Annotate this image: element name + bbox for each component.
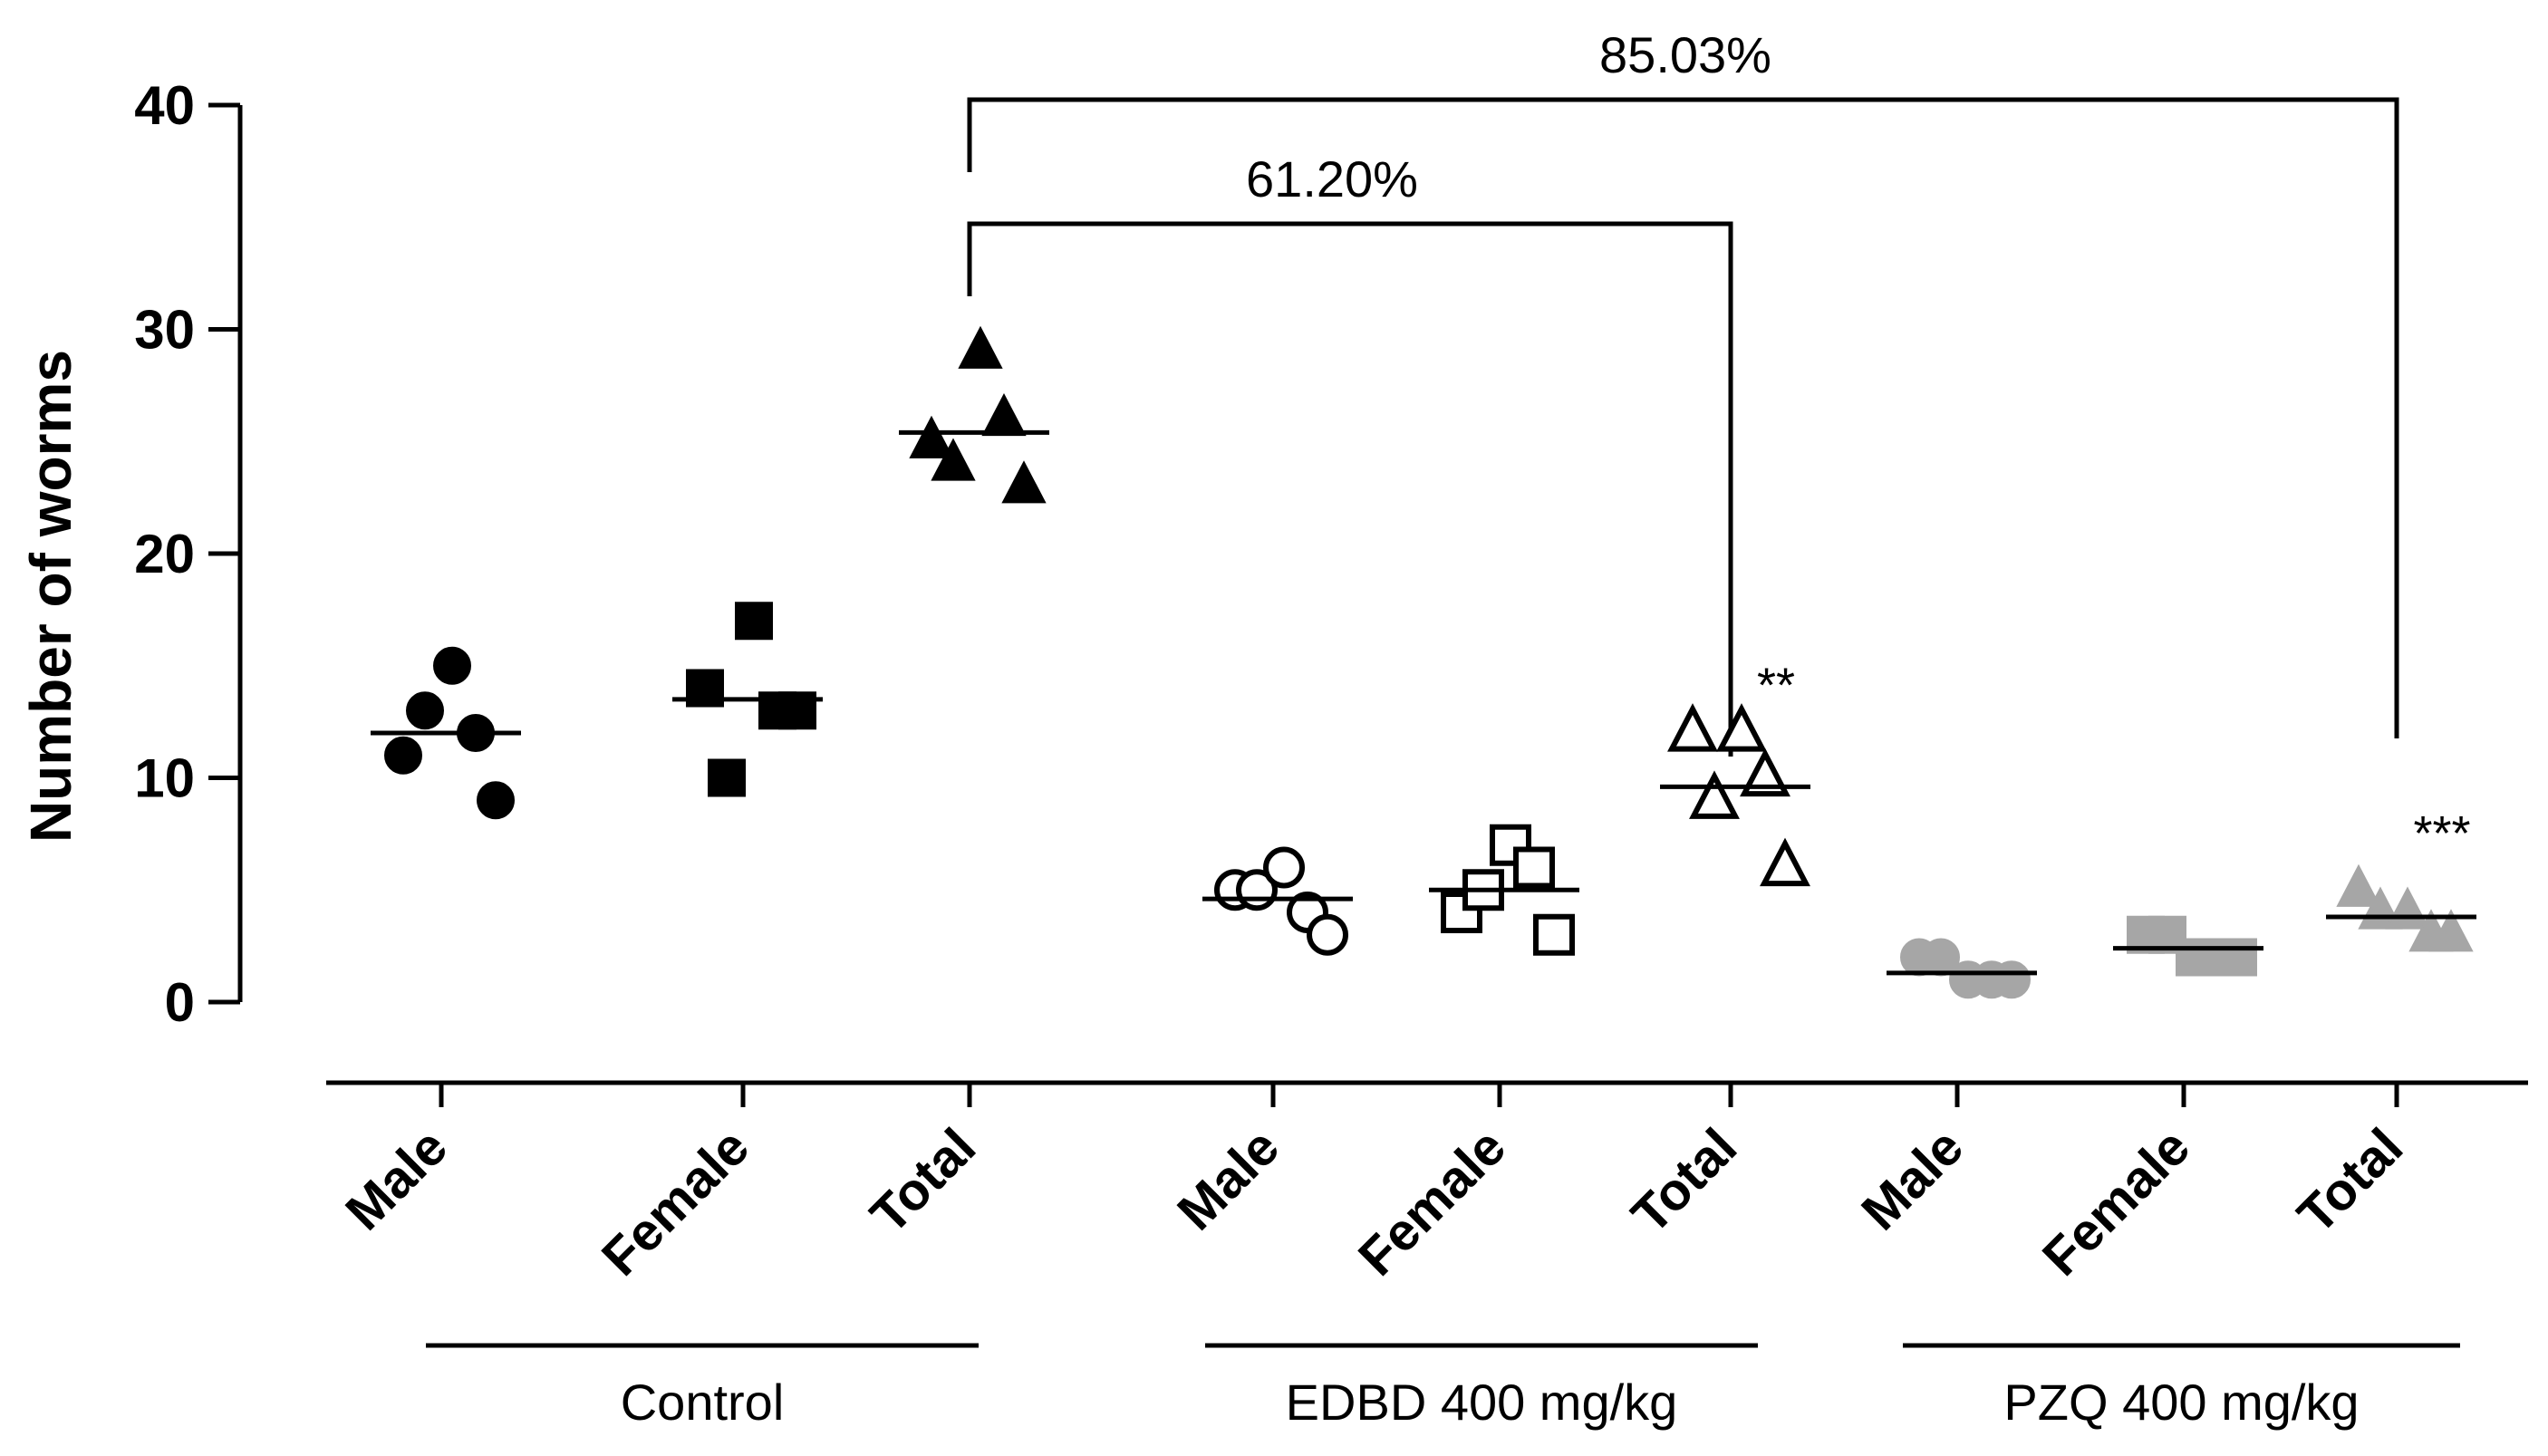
pzq-total-point: [2336, 863, 2381, 907]
y-tick-label-10: 10: [134, 748, 195, 809]
bracket-percent-label: 85.03%: [1599, 26, 1771, 83]
control-male-point: [477, 781, 515, 820]
control-male-point: [406, 691, 444, 730]
edbd-male-point: [1263, 846, 1305, 889]
median-lines: [371, 429, 2476, 976]
edbd-total-point: [1667, 703, 1718, 752]
comparison-bracket: [967, 97, 2399, 738]
control-total-point: [958, 325, 1003, 369]
control-total-point: [1001, 460, 1047, 504]
data-points: [384, 325, 2474, 999]
pzq-total-point: [2428, 909, 2474, 952]
x-axis: Male Female Total Male Female Total Male Female…: [326, 1080, 2528, 1287]
bracket-percent-label: 61.20%: [1246, 150, 1418, 207]
control-total-point: [981, 392, 1027, 437]
group-labels: Control EDBD 400 mg/kg PZQ 400 mg/kg: [426, 1343, 2460, 1431]
edbd-total-point: [1716, 703, 1767, 752]
edbd-female-point: [1513, 846, 1555, 889]
y-axis: 0 10 20 30 40: [134, 75, 243, 1033]
edbd-total-point: [1760, 837, 1810, 887]
x-tick-label-female: Female: [591, 1117, 760, 1287]
comparison-brackets: 61.20%85.03%*****: [967, 26, 2471, 861]
x-tick-label-female: Female: [1347, 1117, 1517, 1287]
edbd-female-point: [1533, 913, 1575, 956]
x-tick-label-male: Male: [334, 1117, 458, 1241]
pzq-female-point: [2219, 938, 2257, 977]
x-tick-label-total: Total: [1620, 1117, 1748, 1245]
edbd-total-point: [1689, 770, 1740, 819]
x-tick-label-total: Total: [2286, 1117, 2414, 1245]
y-tick-label-0: 0: [165, 972, 195, 1033]
control-female-point: [708, 758, 746, 797]
significance-stars: **: [1757, 659, 1795, 713]
group-label: EDBD 400 mg/kg: [1286, 1374, 1678, 1431]
control-total-point: [931, 438, 976, 481]
pzq-male-point: [1922, 938, 1960, 977]
control-male-point: [384, 736, 422, 775]
edbd-total-point: [1740, 747, 1790, 797]
group-label: PZQ 400 mg/kg: [2003, 1374, 2359, 1431]
pzq-total-point: [2385, 886, 2430, 930]
x-tick-label-male: Male: [1166, 1117, 1290, 1241]
x-tick-label-total: Total: [859, 1117, 987, 1245]
comparison-bracket: [967, 221, 1733, 757]
y-axis-label: Number of worms: [18, 350, 83, 843]
y-tick-label-30: 30: [134, 300, 195, 361]
x-tick-label-female: Female: [2032, 1117, 2201, 1287]
control-total-point: [909, 415, 954, 458]
x-tick-label-male: Male: [1850, 1117, 1974, 1241]
significance-stars: ***: [2413, 806, 2470, 861]
y-tick-label-20: 20: [134, 524, 195, 584]
y-tick-label-40: 40: [134, 75, 195, 136]
control-female-point: [735, 602, 773, 641]
control-male-point: [433, 646, 471, 685]
group-label: Control: [621, 1374, 785, 1431]
edbd-male-point: [1307, 913, 1348, 956]
pzq-male-point: [1993, 960, 2031, 999]
